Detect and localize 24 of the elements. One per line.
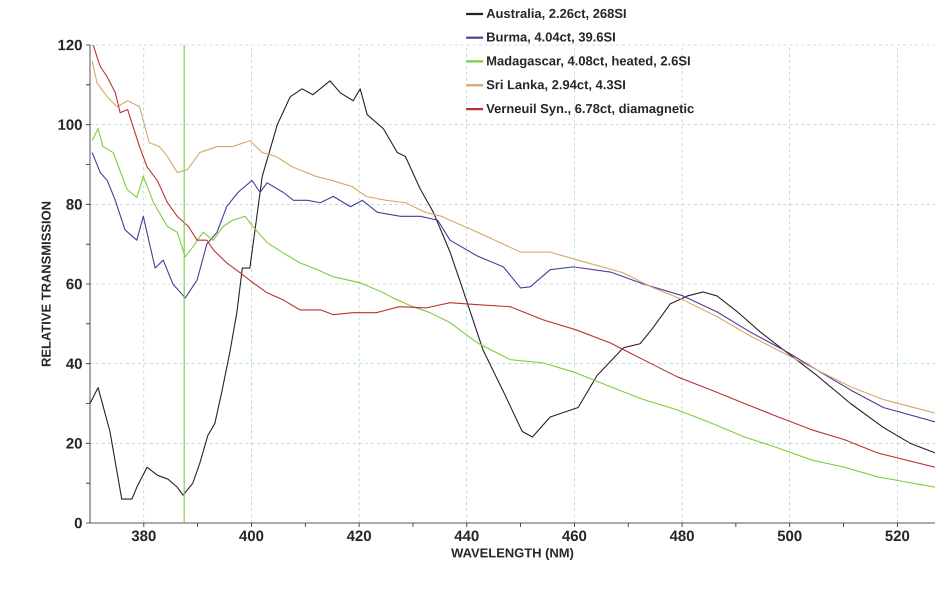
y-tick-label: 60 <box>66 278 82 290</box>
legend-label: Burma, 4.04ct, 39.6SI <box>487 32 615 44</box>
legend-label: Verneuil Syn., 6.78ct, diamagnetic <box>486 104 694 116</box>
x-tick-label: 440 <box>454 530 479 542</box>
line-series <box>92 44 936 468</box>
x-tick-label: 380 <box>132 530 156 542</box>
x-tick-label: 500 <box>778 530 802 542</box>
y-tick-label: 80 <box>66 199 82 210</box>
y-axis-title: RELATIVE TRANSMISSION <box>42 202 51 366</box>
legend-label: Australia, 2.26ct, 268SI <box>486 8 626 20</box>
legend-label: Sri Lanka, 2.94ct, 4.3SI <box>486 80 625 92</box>
x-tick-label: 460 <box>562 530 586 542</box>
x-tick-label: 480 <box>670 530 694 542</box>
x-tick-label: 420 <box>346 530 371 542</box>
y-tick-label: 0 <box>74 518 82 528</box>
legend-label: Madagascar, 4.08ct, heated, 2.6SI <box>487 56 690 68</box>
y-tick-label: 100 <box>58 119 82 130</box>
x-tick-label: 400 <box>239 530 264 542</box>
y-tick-label: 20 <box>66 438 82 449</box>
y-tick-label: 40 <box>66 358 82 369</box>
x-tick-label: 520 <box>885 530 910 542</box>
line-series <box>92 152 936 422</box>
y-tick-label: 120 <box>58 40 82 50</box>
x-axis-title: WAVELENGTH (NM) <box>451 548 574 560</box>
